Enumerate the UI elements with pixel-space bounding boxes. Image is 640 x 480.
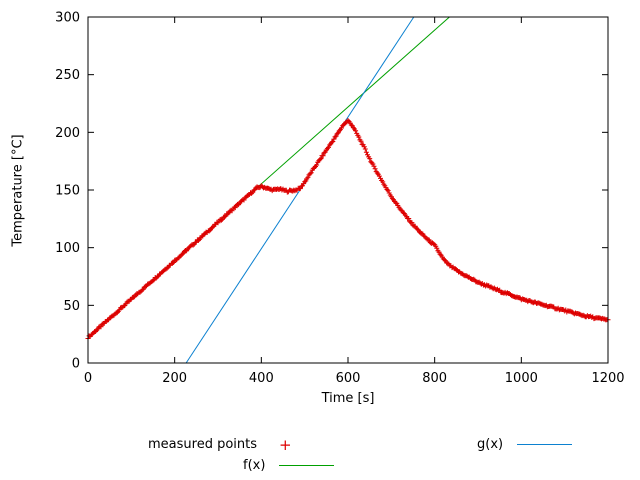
- x-axis-title: Time [s]: [321, 391, 375, 406]
- y-axis-title: Temperature [°C]: [10, 134, 26, 247]
- line-swatch-f-icon: [279, 465, 335, 466]
- y-tick-label: 300: [55, 11, 80, 26]
- x-tick-label: 600: [336, 371, 361, 386]
- legend-entry-g: g(x): [477, 437, 573, 452]
- legend-entry-measured: measured points +: [148, 437, 292, 452]
- x-tick-label: 200: [162, 371, 187, 386]
- y-tick-label: 150: [55, 184, 80, 199]
- x-tick-label: 1200: [591, 371, 624, 386]
- line-swatch-g-icon: [517, 444, 573, 445]
- plus-marker-icon: +: [279, 435, 292, 454]
- x-tick-label: 400: [249, 371, 274, 386]
- legend-label-g: g(x): [477, 437, 504, 452]
- x-tick-label: 1000: [505, 371, 538, 386]
- legend-label-measured: measured points: [148, 437, 258, 452]
- y-tick-label: 50: [63, 299, 80, 314]
- y-tick-label: 0: [72, 357, 80, 372]
- x-tick-label: 0: [84, 371, 92, 386]
- legend-label-f: f(x): [243, 458, 266, 473]
- y-tick-label: 100: [55, 241, 80, 256]
- y-tick-label: 250: [55, 68, 80, 83]
- x-tick-label: 800: [422, 371, 447, 386]
- y-tick-label: 200: [55, 126, 80, 141]
- legend-entry-f: f(x): [243, 458, 335, 473]
